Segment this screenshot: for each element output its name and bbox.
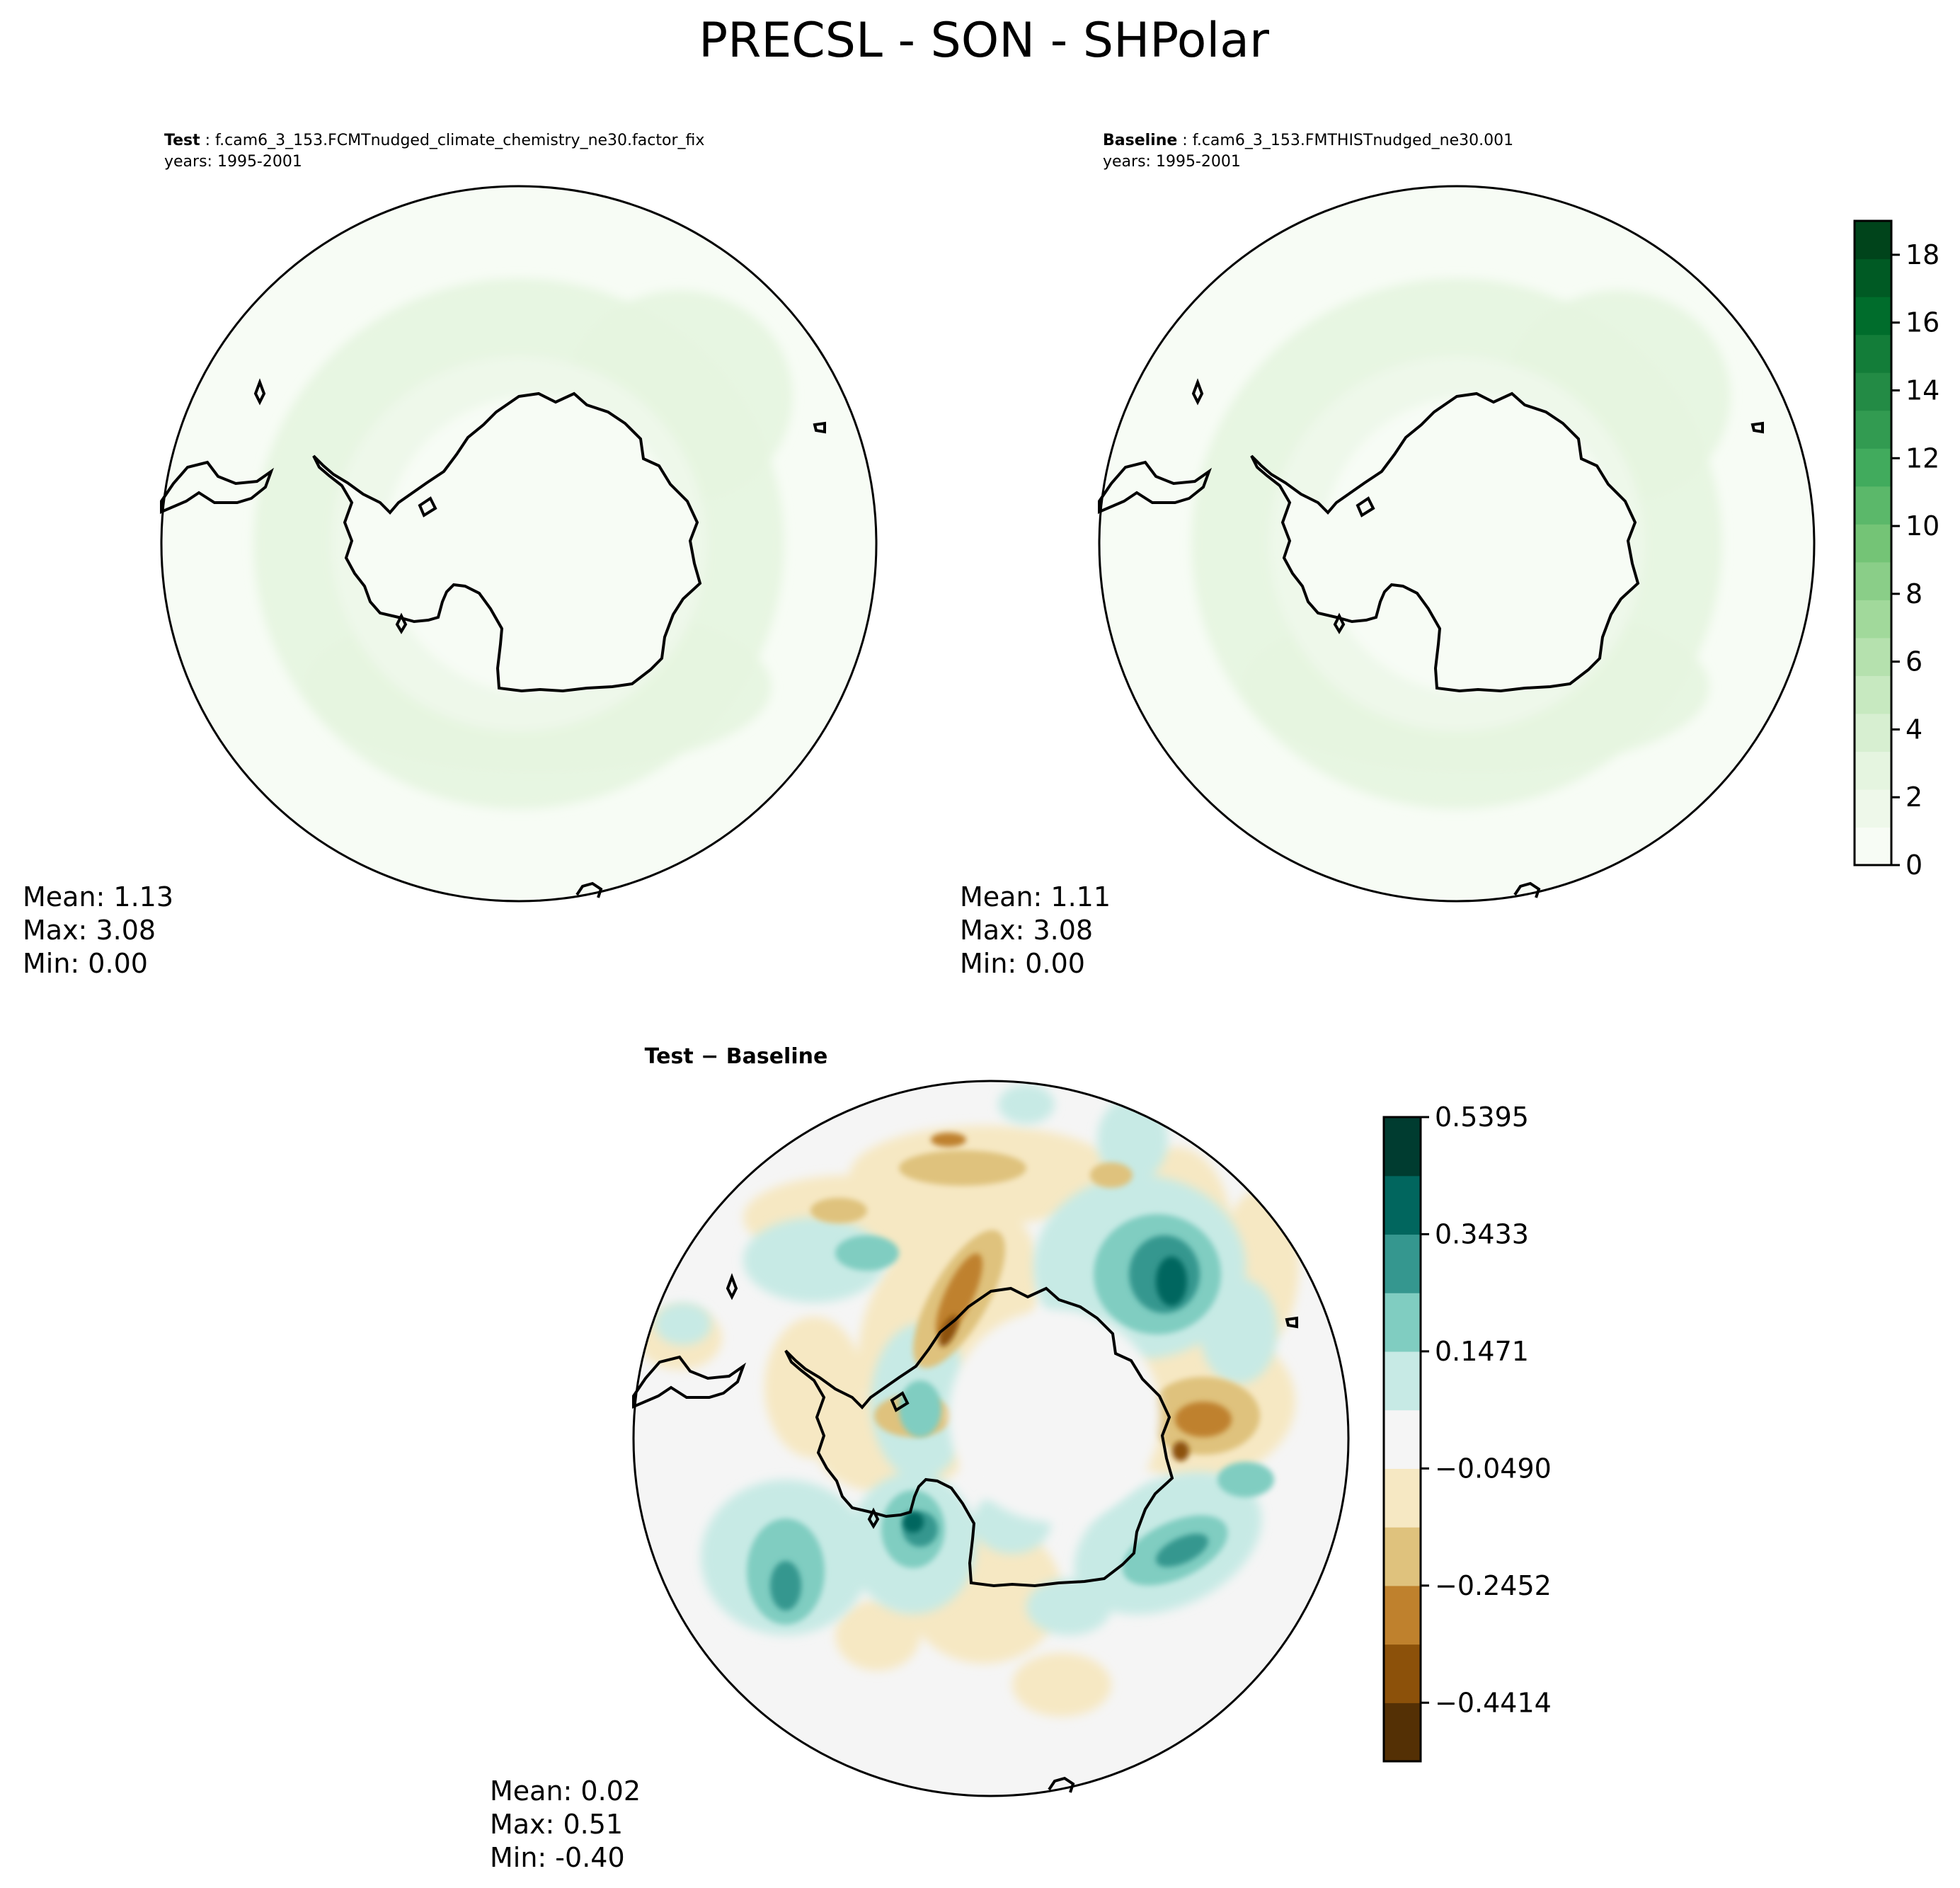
main-colorbar-band [1855,637,1891,676]
test-years: years: 1995-2001 [164,153,302,171]
diff-panel-title: Test − Baseline [645,1044,828,1069]
main-colorbar-tick-label: 18 [1905,239,1939,270]
diff-colorbar-band [1384,1293,1421,1352]
main-colorbar-band [1855,789,1891,828]
main-colorbar-band [1855,372,1891,411]
baseline-label: Baseline [1103,132,1177,149]
main-colorbar-band [1855,751,1891,790]
diff-stats: Mean: 0.02 Max: 0.51 Min: -0.40 [490,1775,641,1873]
test-max: Max: 3.08 [23,915,156,946]
diff-max: Max: 0.51 [490,1809,623,1840]
main-colorbar-tick-label: 12 [1905,442,1939,474]
diff-colorbar-band [1384,1175,1421,1235]
main-colorbar: 0 2 4 6 8 10 12 14 16 18 [1853,219,1939,881]
baseline-coastlines [1098,378,1764,898]
diff-panel: Test − Baseline [490,1044,1350,1873]
main-colorbar-band [1855,486,1891,525]
baseline-max: Max: 3.08 [960,915,1093,946]
test-label: Test [164,132,200,149]
test-panel: Test : f.cam6_3_153.FCMTnudged_climate_c… [23,132,878,979]
diff-colorbar-band [1384,1703,1421,1762]
main-colorbar-tick-label: 14 [1905,374,1939,406]
main-colorbar-tick-label: 2 [1905,782,1922,813]
main-colorbar-band [1855,675,1891,714]
main-colorbar-tick-label: 16 [1905,307,1939,338]
diff-colorbar-tick-label: −0.2452 [1435,1570,1552,1601]
main-colorbar-band [1855,258,1891,297]
diff-colorbar-tick-label: 0.5395 [1435,1102,1529,1133]
diff-colorbar-band [1384,1409,1421,1469]
main-colorbar-band [1855,561,1891,600]
diff-map [632,1080,1350,1797]
diff-mean: Mean: 0.02 [490,1775,641,1807]
diff-colorbar-band [1384,1644,1421,1703]
main-colorbar-band [1855,713,1891,753]
diff-min: Min: -0.40 [490,1842,625,1873]
test-map [160,185,878,903]
main-colorbar-band [1855,827,1891,866]
main-colorbar-band [1855,334,1891,373]
diff-colorbar-band [1384,1468,1421,1528]
baseline-case-name: f.cam6_3_153.FMTHISTnudged_ne30.001 [1193,132,1513,149]
diff-colorbar-frame [1382,1116,1422,1763]
diff-colorbar-bands [1384,1117,1421,1762]
figure-title: PRECSL - SON - SHPolar [699,13,1269,69]
main-colorbar-band [1855,524,1891,563]
diff-colorbar-tick-label: 0.1471 [1435,1336,1529,1367]
diff-colorbar-tick-label: 0.3433 [1435,1218,1529,1249]
main-colorbar-ticks: 0 2 4 6 8 10 12 14 16 18 [1891,239,1939,881]
main-colorbar-band [1855,297,1891,336]
baseline-map [1098,185,1816,903]
diff-colorbar-tick-label: −0.0490 [1435,1453,1552,1484]
diff-colorbar-tick-label: −0.4414 [1435,1687,1552,1718]
baseline-panel: Baseline : f.cam6_3_153.FMTHISTnudged_ne… [960,132,1816,979]
main-colorbar-tick-label: 0 [1905,849,1922,881]
test-case-name: f.cam6_3_153.FCMTnudged_climate_chemistr… [215,132,704,149]
main-colorbar-tick-label: 10 [1905,510,1939,542]
main-colorbar-tick-label: 8 [1905,578,1922,610]
test-stats: Mean: 1.13 Max: 3.08 Min: 0.00 [23,881,173,979]
main-colorbar-band [1855,410,1891,449]
main-colorbar-band [1855,600,1891,639]
main-colorbar-band [1855,221,1891,260]
baseline-stats: Mean: 1.11 Max: 3.08 Min: 0.00 [960,881,1111,979]
baseline-years: years: 1995-2001 [1103,153,1241,171]
diff-colorbar-ticks: 0.5395 0.3433 0.1471 −0.0490 −0.2452 −0.4414 [1421,1102,1552,1718]
main-colorbar-tick-label: 4 [1905,714,1922,745]
diff-colorbar-band [1384,1351,1421,1411]
diff-colorbar-band [1384,1234,1421,1293]
main-colorbar-bands [1855,221,1891,866]
main-colorbar-tick-label: 6 [1905,646,1922,677]
main-colorbar-band [1855,448,1891,487]
baseline-mean: Mean: 1.11 [960,881,1111,912]
test-min: Min: 0.00 [23,948,148,979]
test-panel-title: Test : f.cam6_3_153.FCMTnudged_climate_c… [164,132,704,149]
baseline-min: Min: 0.00 [960,948,1085,979]
main-colorbar-frame [1853,219,1893,866]
baseline-panel-title: Baseline : f.cam6_3_153.FMTHISTnudged_ne… [1103,132,1513,149]
diff-colorbar-band [1384,1585,1421,1645]
test-mean: Mean: 1.13 [23,881,173,912]
diff-colorbar: 0.5395 0.3433 0.1471 −0.0490 −0.2452 −0.4414 [1382,1102,1552,1763]
diff-colorbar-band [1384,1117,1421,1177]
diff-colorbar-band [1384,1527,1421,1586]
